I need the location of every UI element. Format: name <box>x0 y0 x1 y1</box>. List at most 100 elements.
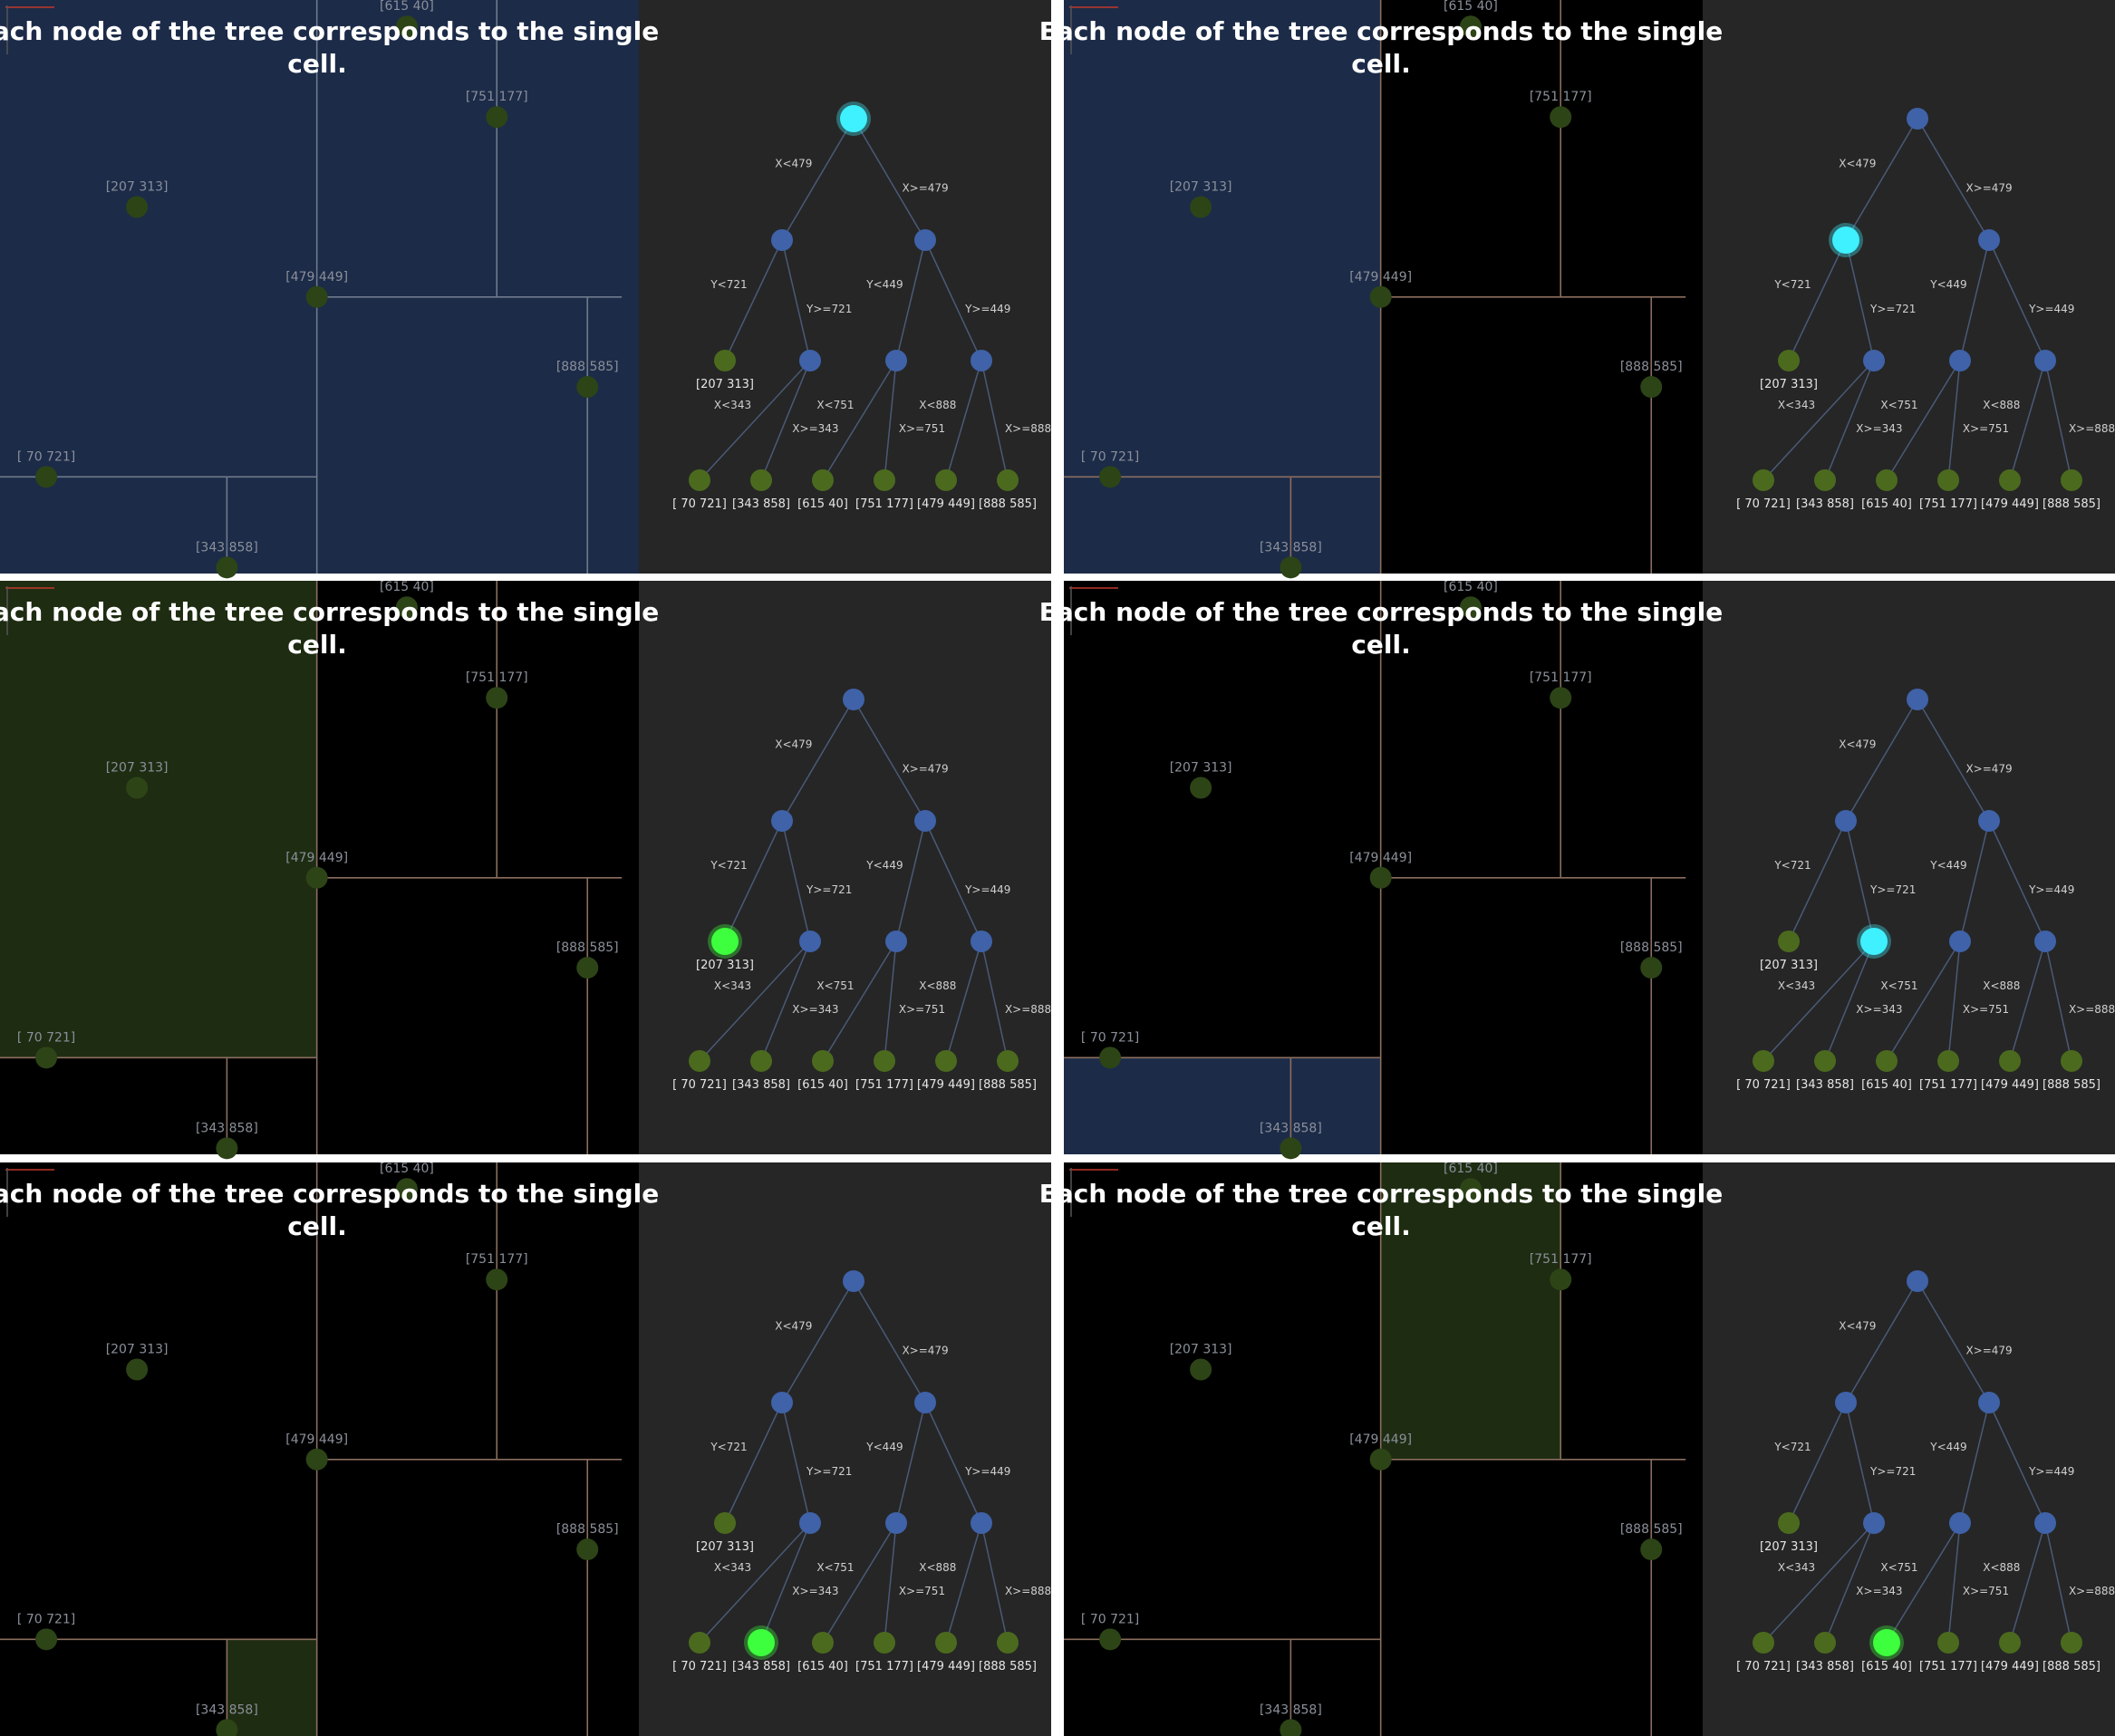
map-point-label: [207 313] <box>106 1342 169 1356</box>
map-point-label: [751 177] <box>466 90 528 104</box>
split-label: Y>=721 <box>1869 883 1916 896</box>
leaf-node <box>1778 1512 1800 1534</box>
leaf-node <box>711 928 739 955</box>
map-point <box>1190 196 1212 218</box>
map-point-label: [343 858] <box>1260 540 1322 555</box>
split-node <box>1907 108 1928 130</box>
highlighted-cell <box>0 581 317 1058</box>
split-node <box>1978 1392 2000 1413</box>
leaf-node <box>714 350 736 371</box>
leaf-label: [751 177] <box>1919 1660 1977 1673</box>
split-label: Y>=449 <box>964 303 1010 315</box>
split-label: X<751 <box>1880 979 1917 992</box>
leaf-node <box>1753 1632 1774 1654</box>
leaf-label: [ 70 721] <box>672 1660 727 1673</box>
leaf-label: [479 449] <box>917 1078 975 1092</box>
leaf-node <box>812 469 834 491</box>
map-point <box>1099 466 1122 488</box>
tree-edge <box>1788 1402 1847 1524</box>
leaf-node <box>1999 1050 2021 1072</box>
leaf-label: [ 70 721] <box>672 1078 727 1092</box>
tree-edge <box>1845 239 1875 362</box>
tree: X<479 X>=479 Y<721 Y>=721 Y<449 Y>=449 X<343 X>… <box>672 1270 1051 1673</box>
leaf-label: [343 858] <box>1796 1660 1854 1673</box>
leaf-label: [751 177] <box>1919 497 1977 511</box>
split-label: X>=343 <box>792 1003 838 1016</box>
tree-edge <box>724 239 783 362</box>
split-node <box>1835 1392 1857 1413</box>
tree-edge <box>781 699 855 822</box>
map-point <box>1459 1178 1482 1201</box>
map-point-label: [207 313] <box>1170 1342 1232 1356</box>
map-point <box>1550 106 1572 129</box>
tree-edge <box>2009 1522 2046 1644</box>
tree-edge <box>1845 118 1918 241</box>
split-label: X>=751 <box>1963 422 2009 435</box>
caption: Each node of the tree corresponds to the… <box>0 1179 659 1241</box>
panel: [207 313] [ 70 721] [343 858] [615 40] [751 … <box>0 580 1051 1160</box>
tree-edge <box>2044 1522 2072 1644</box>
panel: [207 313] [ 70 721] [343 858] [615 40] [751 … <box>1039 0 2115 579</box>
map-point-label: [207 313] <box>106 179 169 194</box>
split-label: Y<721 <box>710 1441 747 1453</box>
split-label: X<479 <box>775 1320 812 1333</box>
tree-edge <box>895 820 926 942</box>
split-label: X<343 <box>714 979 751 992</box>
map-point-label: [343 858] <box>196 540 258 555</box>
leaf-label: [479 449] <box>1981 497 2039 511</box>
leaf-node <box>997 1050 1019 1072</box>
leaf-label: [ 70 721] <box>1736 1660 1791 1673</box>
split-label: Y<449 <box>1929 278 1966 291</box>
map-point <box>305 1448 328 1471</box>
map-point-label: [615 40] <box>1444 0 1498 14</box>
map-point <box>1280 1719 1302 1736</box>
split-label: X>=343 <box>1856 1585 1902 1597</box>
tree-edge <box>1988 820 2046 942</box>
leaf-label: [343 858] <box>1796 497 1854 511</box>
split-node <box>1832 227 1859 254</box>
tree-edge <box>822 360 897 481</box>
map-point-label: [479 449] <box>1349 270 1412 285</box>
split-label: X<751 <box>816 1561 854 1574</box>
map-point <box>35 1628 58 1651</box>
split-label: X<888 <box>1983 1561 2020 1574</box>
map-point <box>1369 866 1392 889</box>
tree-edge <box>1845 1402 1875 1524</box>
tree-edge <box>1762 940 1875 1062</box>
leaf-node <box>935 469 957 491</box>
tree-edge <box>724 1402 783 1524</box>
leaf-node <box>689 469 710 491</box>
leaf-label: [343 858] <box>1796 1078 1854 1092</box>
tree-edge <box>1886 360 1961 481</box>
tree-edge <box>853 1280 926 1403</box>
leaf-label: [343 858] <box>732 1078 790 1092</box>
leaf-node <box>1753 1050 1774 1072</box>
leaf-node <box>812 1050 834 1072</box>
map-point-label: [751 177] <box>466 670 528 685</box>
map-point-label: [615 40] <box>380 0 434 14</box>
map-point-label: [343 858] <box>1260 1702 1322 1717</box>
split-node <box>1978 229 2000 251</box>
leaf-node <box>1937 1050 1959 1072</box>
tree-edge <box>1959 820 1990 942</box>
split-node <box>971 1512 992 1534</box>
tree-edge <box>760 940 811 1062</box>
tree-edge <box>781 239 811 362</box>
leaf-label: [207 313] <box>1760 378 1818 391</box>
split-node <box>2034 1512 2056 1534</box>
leaf-node <box>748 1629 775 1656</box>
map-point-label: [343 858] <box>196 1121 258 1135</box>
leaf-label: [479 449] <box>917 497 975 511</box>
split-label: Y<449 <box>1929 1441 1966 1453</box>
leaf-label: [751 177] <box>1919 1078 1977 1092</box>
tree-edge <box>1917 1280 1990 1403</box>
split-node <box>885 350 907 371</box>
leaf-label: [615 40] <box>1861 1078 1912 1092</box>
tree-edge <box>1886 940 1961 1062</box>
split-node <box>914 810 936 832</box>
map-point <box>1550 1268 1572 1291</box>
split-label: X<343 <box>1778 979 1815 992</box>
leaf-label: [888 585] <box>2043 1660 2101 1673</box>
map-point <box>576 957 599 979</box>
map-point-label: [207 313] <box>1170 179 1232 194</box>
